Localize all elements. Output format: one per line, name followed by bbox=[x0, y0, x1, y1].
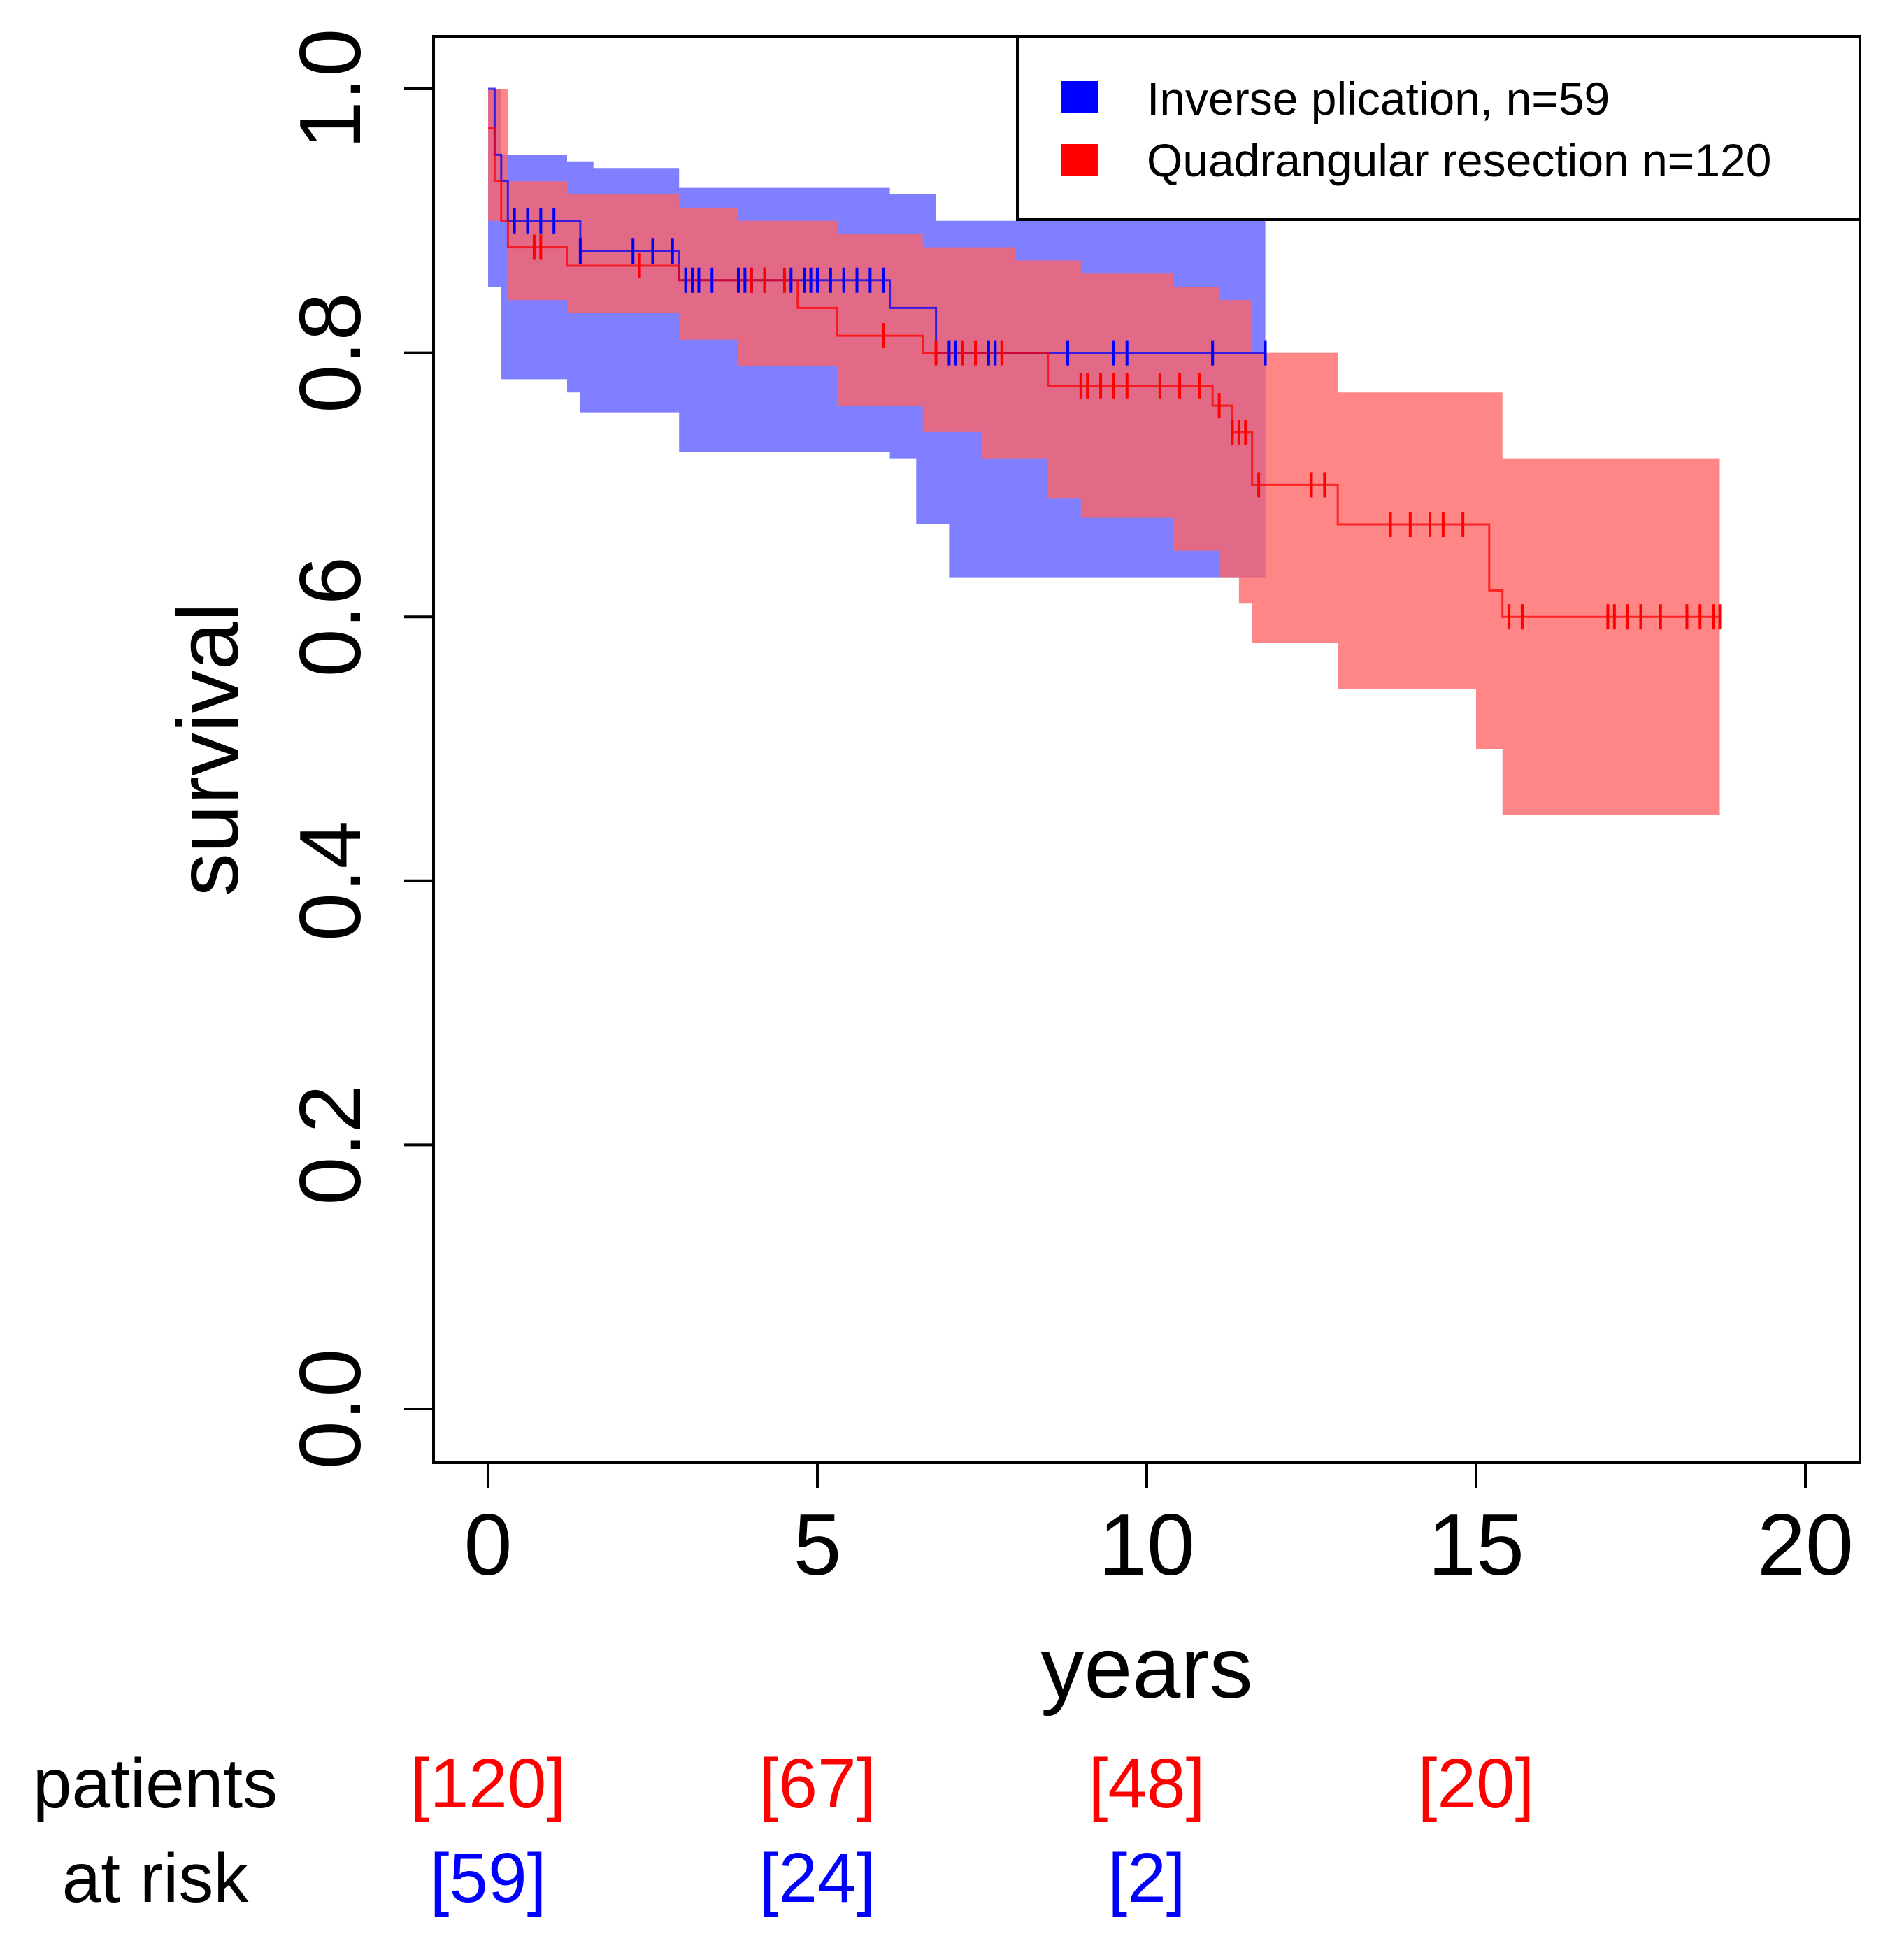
y-tick-label: 0.8 bbox=[282, 292, 379, 413]
y-tick-label: 0.0 bbox=[282, 1349, 379, 1469]
y-tick-label: 0.6 bbox=[282, 557, 379, 677]
legend-label-inverse-plication: Inverse plication, n=59 bbox=[1147, 73, 1610, 124]
y-tick-label: 1.0 bbox=[282, 29, 379, 149]
confidence-bands bbox=[488, 89, 1720, 815]
x-tick-label: 10 bbox=[1098, 1497, 1195, 1593]
x-tick-label: 5 bbox=[794, 1497, 842, 1593]
y-axis: 0.0 0.2 0.4 0.6 0.8 1.0 bbox=[282, 29, 435, 1469]
risk-count: [48] bbox=[1089, 1745, 1205, 1823]
y-tick-label: 0.4 bbox=[282, 821, 379, 941]
x-tick-label: 20 bbox=[1757, 1497, 1854, 1593]
y-axis-title: survival bbox=[160, 603, 257, 896]
censor-marks bbox=[513, 208, 1722, 630]
x-axis-title: years bbox=[1040, 1620, 1252, 1717]
risk-count: [2] bbox=[1108, 1839, 1185, 1917]
legend-swatch-inverse-plication bbox=[1061, 81, 1098, 113]
legend-swatch-quadrangular-resection bbox=[1061, 144, 1098, 176]
risk-count: [24] bbox=[759, 1839, 876, 1917]
risk-count: [59] bbox=[430, 1839, 547, 1917]
y-tick-label: 0.2 bbox=[282, 1084, 379, 1205]
risk-label-at-risk: at risk bbox=[62, 1839, 250, 1917]
risk-label-patients: patients bbox=[33, 1745, 278, 1823]
risk-table: patients at risk [120] [67] [48] [20] [59] [2… bbox=[33, 1745, 1535, 1917]
risk-count: [120] bbox=[410, 1745, 566, 1823]
survival-curve-inverse-plication-n-59 bbox=[488, 87, 1266, 354]
risk-count: [67] bbox=[759, 1745, 876, 1823]
risk-counts: [120] [67] [48] [20] [59] [24] [2] bbox=[410, 1745, 1535, 1917]
survival-curve-quadrangular-resection-n-120 bbox=[488, 127, 1720, 618]
survival-curves bbox=[488, 87, 1720, 618]
legend-box bbox=[1016, 35, 1861, 221]
x-axis: 0 5 10 15 20 bbox=[464, 1461, 1854, 1593]
legend: Inverse plication, n=59 Quadrangular res… bbox=[1016, 35, 1861, 221]
ci-band-quadrangular-resection-n-120 bbox=[488, 89, 1720, 815]
x-tick-label: 15 bbox=[1428, 1497, 1524, 1593]
risk-count: [20] bbox=[1418, 1745, 1535, 1823]
legend-label-quadrangular-resection: Quadrangular resection n=120 bbox=[1147, 134, 1771, 186]
x-tick-label: 0 bbox=[464, 1497, 513, 1593]
